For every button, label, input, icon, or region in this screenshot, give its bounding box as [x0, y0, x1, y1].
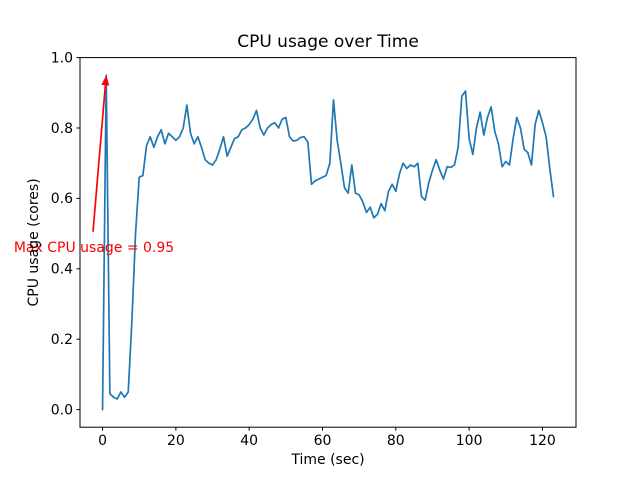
- x-tick-label: 0: [98, 433, 107, 449]
- y-tick-label: 0.0: [51, 402, 73, 418]
- y-axis-label: CPU usage (cores): [26, 178, 42, 306]
- x-axis-label: Time (sec): [290, 452, 364, 468]
- x-tick-label: 20: [167, 433, 185, 449]
- annotation: Max CPU usage = 0.95: [14, 75, 174, 256]
- y-tick-label: 0.8: [51, 121, 73, 137]
- y-tick-label: 1.0: [51, 50, 73, 66]
- annotation-arrowhead: [101, 75, 110, 86]
- x-axis-ticks: 0 20 40 60 80 100 120: [98, 427, 556, 449]
- annotation-text: Max CPU usage = 0.95: [14, 240, 174, 256]
- plot-border: [79, 57, 577, 428]
- x-tick-label: 120: [529, 433, 556, 449]
- x-tick-label: 60: [314, 433, 332, 449]
- cpu-usage-line: [101, 74, 555, 411]
- x-tick-label: 80: [387, 433, 405, 449]
- y-tick-label: 0.2: [51, 332, 73, 348]
- y-tick-label: 0.4: [51, 262, 73, 278]
- x-tick-label: 100: [456, 433, 483, 449]
- y-tick-label: 0.6: [51, 191, 73, 207]
- annotation-arrow: [92, 85, 107, 232]
- y-axis-ticks: 0.0 0.2 0.4 0.6 0.8 1.0: [51, 50, 80, 418]
- x-tick-label: 40: [240, 433, 258, 449]
- chart-title: CPU usage over Time: [237, 32, 419, 52]
